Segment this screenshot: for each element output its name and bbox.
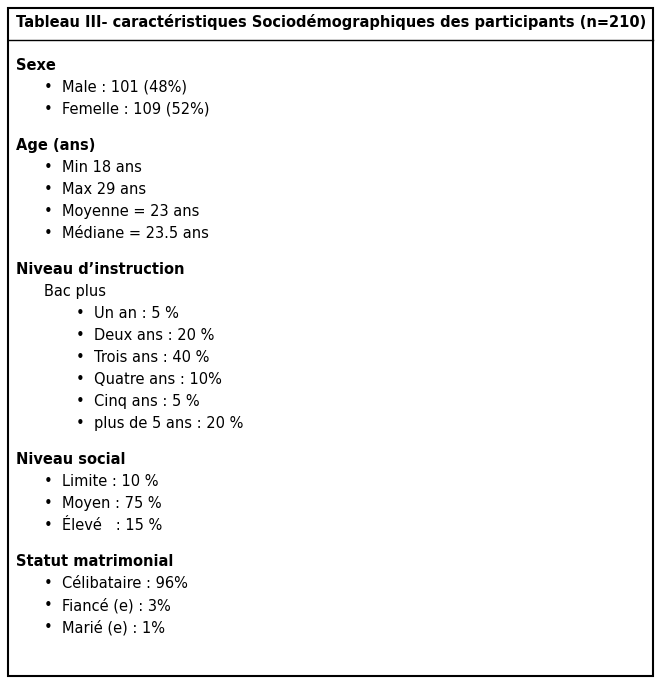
Text: Fiancé (e) : 3%: Fiancé (e) : 3% — [62, 598, 171, 614]
Text: Femelle : 109 (52%): Femelle : 109 (52%) — [62, 102, 210, 117]
Text: Sexe: Sexe — [16, 58, 56, 73]
Text: •: • — [44, 620, 53, 635]
Text: •: • — [44, 160, 53, 175]
Text: •: • — [76, 416, 85, 431]
Text: •: • — [44, 474, 53, 489]
Text: Moyenne = 23 ans: Moyenne = 23 ans — [62, 204, 200, 219]
Text: Deux ans : 20 %: Deux ans : 20 % — [94, 328, 214, 343]
Text: Élevé   : 15 %: Élevé : 15 % — [62, 518, 162, 533]
Text: Quatre ans : 10%: Quatre ans : 10% — [94, 372, 222, 387]
Text: Age (ans): Age (ans) — [16, 138, 95, 153]
Text: Statut matrimonial: Statut matrimonial — [16, 554, 173, 569]
Text: Marié (e) : 1%: Marié (e) : 1% — [62, 620, 165, 635]
Text: •: • — [44, 204, 53, 219]
Text: Niveau d’instruction: Niveau d’instruction — [16, 262, 184, 277]
Text: Trois ans : 40 %: Trois ans : 40 % — [94, 350, 210, 365]
Text: Moyen : 75 %: Moyen : 75 % — [62, 496, 162, 511]
Text: Célibataire : 96%: Célibataire : 96% — [62, 576, 188, 591]
Text: •: • — [44, 518, 53, 533]
Text: •: • — [44, 496, 53, 511]
Text: •: • — [44, 576, 53, 591]
Text: Médiane = 23.5 ans: Médiane = 23.5 ans — [62, 226, 209, 241]
Text: Max 29 ans: Max 29 ans — [62, 182, 146, 197]
Text: •: • — [76, 394, 85, 409]
Text: •: • — [76, 350, 85, 365]
Text: plus de 5 ans : 20 %: plus de 5 ans : 20 % — [94, 416, 243, 431]
Text: •: • — [44, 80, 53, 95]
Text: Min 18 ans: Min 18 ans — [62, 160, 142, 175]
Text: •: • — [44, 182, 53, 197]
Text: Limite : 10 %: Limite : 10 % — [62, 474, 159, 489]
Text: Male : 101 (48%): Male : 101 (48%) — [62, 80, 187, 95]
Text: Un an : 5 %: Un an : 5 % — [94, 306, 179, 321]
Text: •: • — [76, 328, 85, 343]
Text: •: • — [76, 372, 85, 387]
Text: Bac plus: Bac plus — [44, 284, 106, 299]
Text: •: • — [44, 226, 53, 241]
Text: Cinq ans : 5 %: Cinq ans : 5 % — [94, 394, 200, 409]
Text: Niveau social: Niveau social — [16, 452, 126, 467]
Text: •: • — [76, 306, 85, 321]
Text: Tableau III- caractéristiques Sociodémographiques des participants (n=210): Tableau III- caractéristiques Sociodémog… — [16, 14, 646, 30]
Text: •: • — [44, 102, 53, 117]
Text: •: • — [44, 598, 53, 613]
